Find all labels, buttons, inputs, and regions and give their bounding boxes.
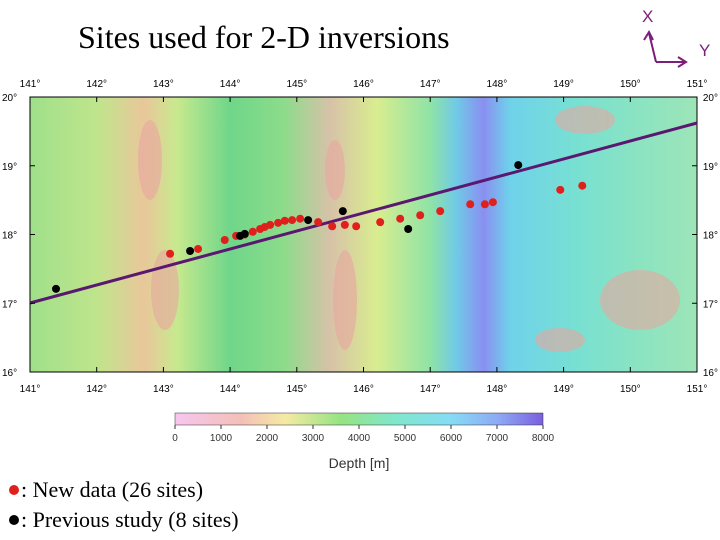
site-marker	[240, 229, 249, 238]
site-marker	[352, 222, 361, 231]
y-tick-label: 19°	[703, 162, 718, 173]
colorbar-tick-label: 2000	[256, 433, 279, 444]
y-tick-label: 16°	[703, 368, 718, 379]
site-marker	[376, 218, 385, 227]
x-tick-label: 149°	[553, 384, 574, 395]
site-marker	[514, 161, 523, 170]
colorbar	[174, 412, 544, 426]
site-marker	[186, 247, 195, 255]
site-marker	[436, 207, 445, 216]
legend-marker	[9, 515, 19, 525]
y-tick-label: 18°	[2, 231, 17, 242]
site-marker	[328, 222, 337, 231]
site-marker	[340, 220, 349, 229]
y-tick-label: 16°	[2, 368, 17, 379]
site-marker	[466, 200, 475, 209]
site-marker	[166, 249, 175, 258]
x-tick-label: 142°	[86, 79, 107, 90]
y-tick-label: 20°	[703, 93, 718, 104]
colorbar-tick-label: 3000	[302, 433, 325, 444]
site-marker	[488, 198, 497, 207]
x-tick-label: 147°	[420, 79, 441, 90]
x-tick-label: 145°	[286, 384, 307, 395]
site-marker	[194, 244, 203, 253]
site-marker	[416, 211, 425, 220]
colorbar-tick-label: 6000	[440, 433, 463, 444]
x-tick-label: 151°	[687, 384, 708, 395]
x-tick-label: 143°	[153, 79, 174, 90]
colorbar-label: Depth [m]	[329, 455, 390, 471]
y-tick-label: 20°	[2, 93, 17, 104]
x-tick-label: 148°	[487, 384, 508, 395]
x-tick-label: 150°	[620, 79, 641, 90]
colorbar-tick-label: 1000	[210, 433, 233, 444]
site-marker	[248, 227, 257, 236]
y-tick-label: 19°	[2, 162, 17, 173]
slide-title: Sites used for 2-D inversions	[78, 19, 450, 55]
x-tick-label: 144°	[220, 79, 241, 90]
site-marker	[266, 220, 275, 229]
x-tick-label: 143°	[153, 384, 174, 395]
axis-x-label: X	[642, 7, 653, 26]
x-tick-label: 150°	[620, 384, 641, 395]
colorbar-tick-label: 7000	[486, 433, 509, 444]
x-tick-label: 148°	[487, 79, 508, 90]
site-marker	[280, 216, 289, 225]
ridges	[138, 106, 680, 352]
x-tick-label: 141°	[20, 384, 41, 395]
axis-y-label: Y	[699, 41, 710, 60]
colorbar-tick-label: 8000	[532, 433, 555, 444]
site-marker	[480, 200, 489, 209]
legend-entry: : New data (26 sites)	[21, 477, 203, 502]
y-tick-label: 17°	[2, 299, 17, 310]
site-marker	[314, 218, 323, 227]
site-marker	[304, 216, 313, 225]
y-tick-label: 18°	[703, 231, 718, 242]
legend-entry: : Previous study (8 sites)	[21, 507, 239, 532]
profile-line	[29, 121, 698, 305]
site-marker	[396, 214, 405, 223]
x-tick-label: 151°	[687, 79, 708, 90]
x-tick-label: 146°	[353, 79, 374, 90]
bathymetry-map	[29, 96, 698, 373]
x-tick-label: 142°	[86, 384, 107, 395]
colorbar-tick-label: 5000	[394, 433, 417, 444]
xy-indicator	[643, 29, 688, 68]
x-tick-label: 146°	[353, 384, 374, 395]
site-marker	[52, 284, 61, 293]
site-marker	[220, 236, 229, 244]
legend-marker	[9, 485, 19, 495]
site-marker	[338, 207, 347, 216]
x-tick-label: 147°	[420, 384, 441, 395]
x-tick-label: 145°	[286, 79, 307, 90]
colorbar-tick-label: 0	[172, 433, 178, 444]
site-marker	[578, 181, 587, 190]
site-marker	[404, 225, 413, 233]
y-tick-label: 17°	[703, 299, 718, 310]
site-marker	[288, 216, 297, 225]
x-tick-label: 141°	[20, 79, 41, 90]
site-marker	[296, 214, 305, 223]
x-tick-label: 144°	[220, 384, 241, 395]
site-marker	[274, 218, 283, 227]
colorbar-tick-label: 4000	[348, 433, 371, 444]
x-tick-label: 149°	[553, 79, 574, 90]
site-marker	[556, 185, 565, 194]
